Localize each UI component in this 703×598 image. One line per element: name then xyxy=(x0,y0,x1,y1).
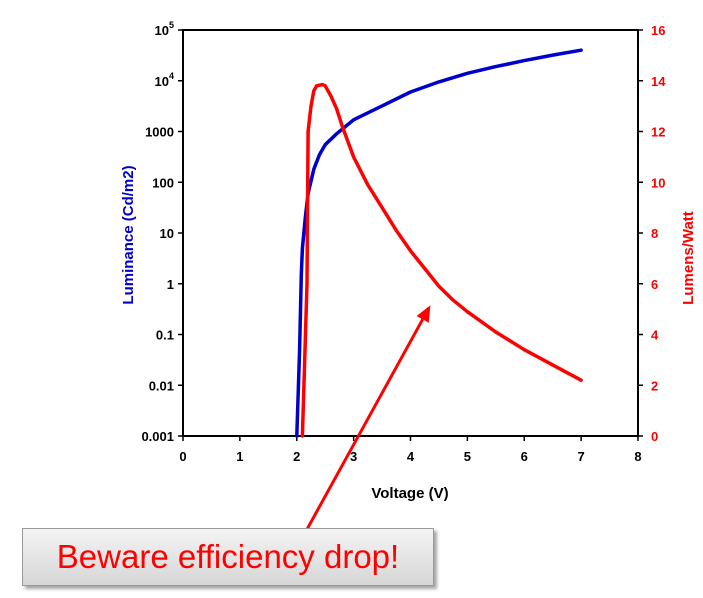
annotation-callout: Beware efficiency drop! xyxy=(22,528,434,586)
right-y-axis-title: Lumens/Watt xyxy=(680,211,697,305)
x-tick-label: 2 xyxy=(293,449,300,464)
left-y-tick-label: 105 xyxy=(155,20,174,38)
left-y-tick-label: 1000 xyxy=(145,125,174,140)
x-tick-label: 4 xyxy=(407,449,415,464)
right-y-tick-label: 12 xyxy=(651,125,665,140)
x-tick-label: 6 xyxy=(521,449,528,464)
right-y-axis-ticks: 0 2 4 6 8 10 12 14 16 xyxy=(651,23,666,444)
left-y-tick-label: 0.1 xyxy=(156,328,174,343)
right-y-tick-label: 4 xyxy=(651,328,659,343)
left-y-tick-label: 0.001 xyxy=(141,429,174,444)
efficiency-series-line xyxy=(300,82,583,438)
x-tick-label: 8 xyxy=(634,449,641,464)
left-y-axis-ticks: 0.001 0.01 0.1 1 10 100 1000 104 105 xyxy=(141,20,174,444)
right-y-tick-label: 8 xyxy=(651,226,658,241)
x-axis-title: Voltage (V) xyxy=(371,485,448,502)
tick-marks xyxy=(178,29,643,441)
annotation-arrow-head xyxy=(416,305,431,323)
right-y-tick-label: 10 xyxy=(651,175,665,190)
left-y-tick-label: 1 xyxy=(167,277,174,292)
series-layer xyxy=(295,48,583,438)
annotation-arrow-shaft xyxy=(303,318,424,534)
luminance-series-line xyxy=(295,48,583,438)
right-y-tick-label: 0 xyxy=(651,429,658,444)
left-y-tick-label: 100 xyxy=(152,175,174,190)
x-tick-label: 7 xyxy=(578,449,585,464)
x-tick-label: 3 xyxy=(350,449,357,464)
left-y-tick-label: 0.01 xyxy=(149,378,174,393)
right-y-tick-label: 2 xyxy=(651,378,658,393)
left-y-axis-title: Luminance (Cd/m2) xyxy=(120,165,137,304)
right-y-tick-label: 14 xyxy=(651,74,666,89)
right-y-tick-label: 16 xyxy=(651,23,665,38)
x-tick-label: 1 xyxy=(236,449,243,464)
right-y-tick-label: 6 xyxy=(651,277,658,292)
annotation-text: Beware efficiency drop! xyxy=(56,538,400,575)
annotation-arrow xyxy=(303,305,431,534)
x-tick-label: 0 xyxy=(179,449,186,464)
left-y-tick-label: 104 xyxy=(155,71,174,89)
left-y-tick-label: 10 xyxy=(160,226,174,241)
x-axis-ticks: 0 1 2 3 4 5 6 7 8 xyxy=(179,449,641,464)
x-tick-label: 5 xyxy=(464,449,471,464)
